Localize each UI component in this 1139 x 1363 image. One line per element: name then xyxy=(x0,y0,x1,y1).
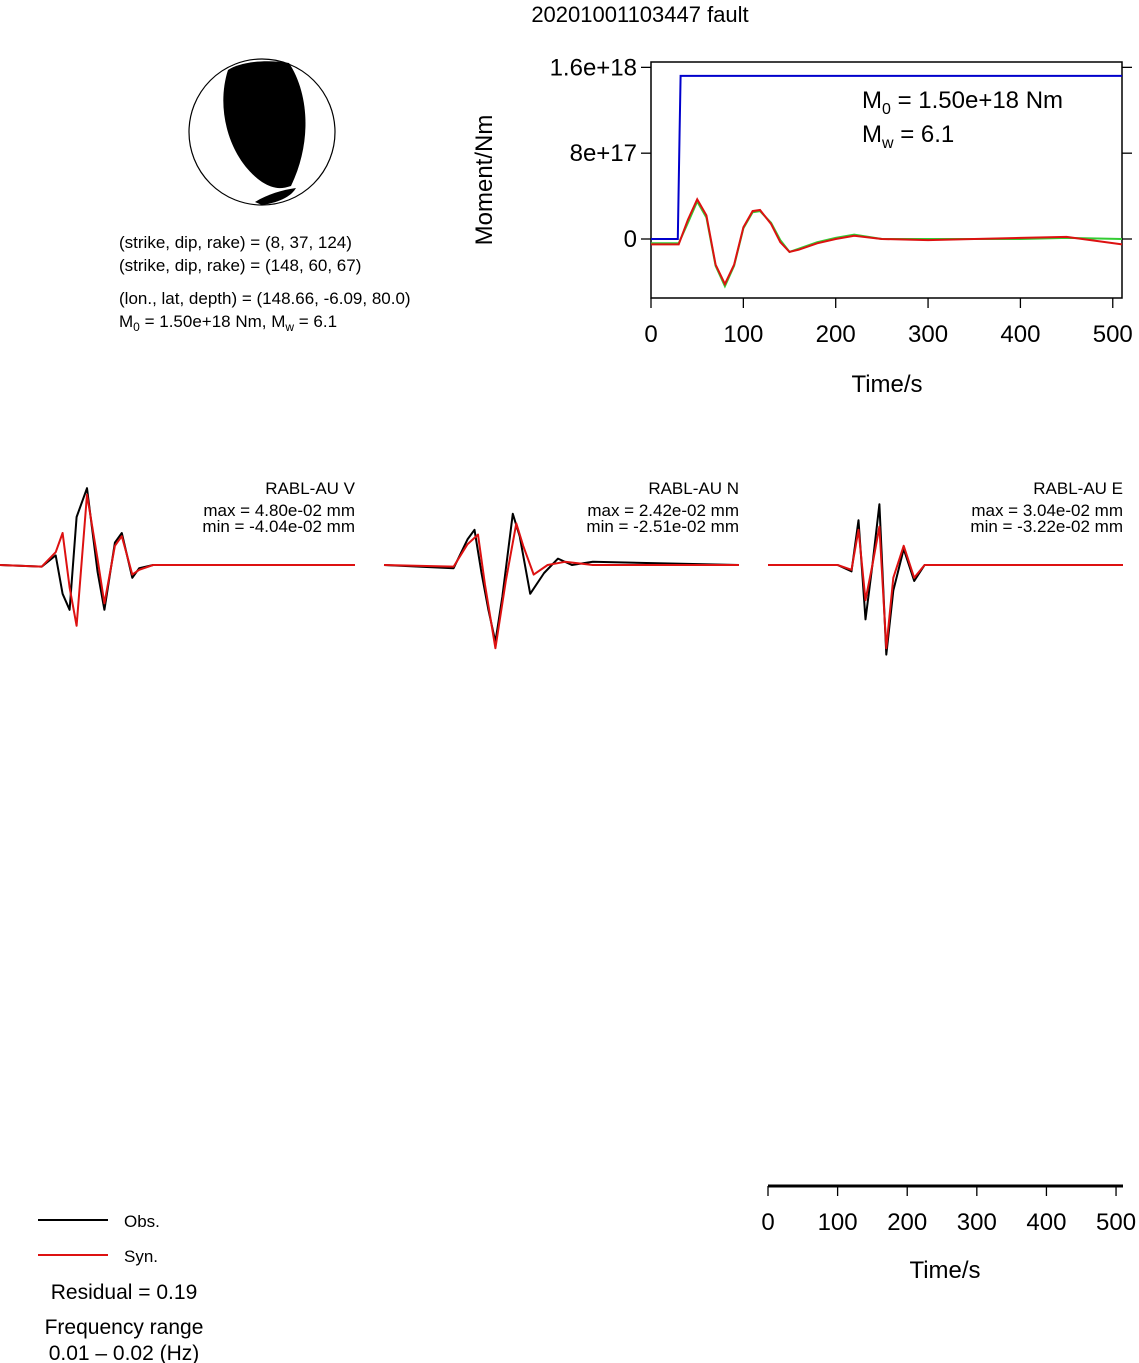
waveform-xlabel: Time/s xyxy=(909,1257,980,1284)
moment-x-tick-label: 0 xyxy=(644,321,657,348)
legend: Obs. Syn. Residual = 0.19 Frequency rang… xyxy=(38,1212,203,1363)
moment-m0-annotation: M0 = 1.50e+18 Nm xyxy=(862,87,1063,118)
moment-x-tick-label: 400 xyxy=(1000,321,1040,348)
stf-green-curve xyxy=(651,199,1123,289)
waveform-x-tick-label: 200 xyxy=(887,1209,927,1236)
moment-rate-panel: 0 100 200 300 400 500 0 8e+17 1.6e+18 xyxy=(550,54,1133,348)
plane1-line: (strike, dip, rake) = (8, 37, 124) xyxy=(119,233,352,252)
figure-title: 20201001103447 fault xyxy=(531,2,748,27)
moment-x-tick-label: 500 xyxy=(1093,321,1133,348)
beachball-compression-lobe xyxy=(223,61,306,189)
moment-x-tick-label: 300 xyxy=(908,321,948,348)
moment-y-tick-label: 1.6e+18 xyxy=(550,54,637,81)
residual-text: Residual = 0.19 xyxy=(51,1281,198,1304)
station-label: RABL-AU E xyxy=(1033,479,1123,498)
legend-obs-label: Obs. xyxy=(124,1212,160,1231)
beachball-compression-lobe-lower xyxy=(255,188,296,205)
station-min: min = -3.22e-02 mm xyxy=(970,517,1123,536)
waveform-x-tick-label: 300 xyxy=(957,1209,997,1236)
plane2-line: (strike, dip, rake) = (148, 60, 67) xyxy=(119,256,361,275)
station-min: min = -2.51e-02 mm xyxy=(586,517,739,536)
moment-x-tick-label: 200 xyxy=(816,321,856,348)
moment-curve xyxy=(651,74,1122,240)
station-max: max = 2.42e-02 mm xyxy=(587,501,739,520)
moment-plot-frame xyxy=(650,61,1123,299)
waveform-x-tick-label: 100 xyxy=(818,1209,858,1236)
moment-y-tick-label: 8e+17 xyxy=(570,140,637,167)
stf-red-curve xyxy=(651,197,1123,287)
waveform-x-tick-label: 500 xyxy=(1096,1209,1136,1236)
waveform-x-tick-label: 0 xyxy=(761,1209,774,1236)
station-label: RABL-AU V xyxy=(265,479,355,498)
frequency-value: 0.01 – 0.02 (Hz) xyxy=(49,1342,200,1363)
moment-mw-annotation: Mw = 6.1 xyxy=(862,121,954,152)
source-parameters: (strike, dip, rake) = (8, 37, 124) (stri… xyxy=(119,233,411,334)
station-max: max = 3.04e-02 mm xyxy=(971,501,1123,520)
station-label: RABL-AU N xyxy=(648,479,739,498)
station-min: min = -4.04e-02 mm xyxy=(202,517,355,536)
waveform-time-axis: 0 100 200 300 400 500 xyxy=(761,1184,1136,1236)
synthetic-trace xyxy=(383,522,739,650)
station-max: max = 4.80e-02 mm xyxy=(203,501,355,520)
legend-syn-label: Syn. xyxy=(124,1247,158,1266)
beachball xyxy=(188,58,336,206)
frequency-label: Frequency range xyxy=(45,1316,204,1339)
synthetic-trace xyxy=(0,493,355,627)
moment-xlabel: Time/s xyxy=(851,371,922,398)
moment-y-tick-label: 0 xyxy=(624,226,637,253)
synthetic-trace xyxy=(768,525,1123,650)
moment-line: M0 = 1.50e+18 Nm, Mw = 6.1 xyxy=(119,312,337,334)
moment-x-tick-label: 100 xyxy=(723,321,763,348)
waveform-x-tick-label: 400 xyxy=(1026,1209,1066,1236)
location-line: (lon., lat, depth) = (148.66, -6.09, 80.… xyxy=(119,289,411,308)
moment-ylabel: Moment/Nm xyxy=(471,115,498,246)
